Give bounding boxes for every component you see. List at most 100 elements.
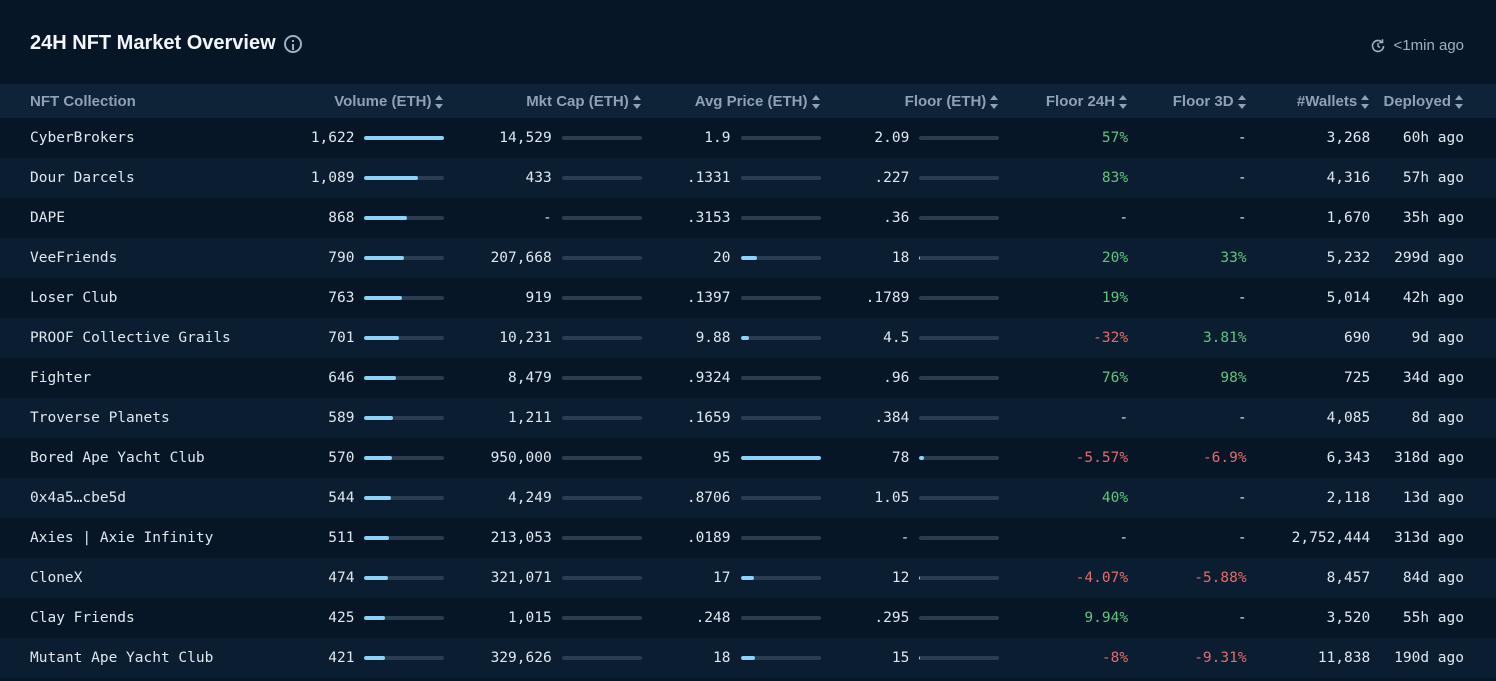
mktcap-value: 8,479	[508, 370, 552, 386]
mktcap-bar	[561, 216, 642, 220]
mktcap-value: 919	[525, 290, 552, 306]
collection-name[interactable]: Mutant Ape Yacht Club	[30, 650, 214, 666]
avg-price-cell: 20	[642, 238, 821, 278]
volume-bar	[364, 536, 445, 540]
floor-cell: 78	[821, 438, 1000, 478]
table-row[interactable]: CloneX 474 321,071 17 12	[0, 558, 1496, 598]
volume-cell: 425	[261, 598, 445, 638]
table-row[interactable]: Troverse Planets 589 1,211 .1659 .384	[0, 398, 1496, 438]
sort-icon[interactable]	[1455, 94, 1464, 109]
table-row[interactable]: Fighter 646 8,479 .9324 .96	[0, 358, 1496, 398]
col-header-volume[interactable]: Volume (ETH)	[261, 84, 445, 118]
volume-bar-fill	[364, 296, 403, 300]
avg-price-value: .3153	[686, 210, 731, 226]
table-row[interactable]: Axies | Axie Infinity 511 213,053 .0189	[0, 518, 1496, 558]
table-row[interactable]: Loser Club 763 919 .1397 .1789	[0, 278, 1496, 318]
table-row[interactable]: CyberBrokers 1,622 14,529 1.9 2.09	[0, 118, 1496, 158]
floor-3d-value: 33%	[1220, 250, 1247, 266]
floor-3d-value: -5.88%	[1194, 570, 1247, 586]
sort-icon[interactable]	[1361, 94, 1370, 109]
collection-name[interactable]: Loser Club	[30, 290, 118, 306]
avg-price-bar	[740, 256, 821, 260]
floor-24h-value: -	[1119, 410, 1129, 426]
table-row[interactable]: Bored Ape Yacht Club 570 950,000 95 7	[0, 438, 1496, 478]
nft-market-table: NFT Collection Volume (ETH) Mkt Cap (ETH…	[0, 84, 1496, 678]
collection-name[interactable]: Dour Darcels	[30, 170, 135, 186]
col-header-floor[interactable]: Floor (ETH)	[821, 84, 1000, 118]
sort-icon[interactable]	[632, 94, 642, 109]
floor-3d-value: -	[1237, 490, 1247, 506]
avg-price-cell: .0189	[642, 518, 821, 558]
sort-icon[interactable]	[435, 94, 444, 109]
collection-name[interactable]: CyberBrokers	[30, 130, 135, 146]
floor-24h-value: -5.57%	[1075, 450, 1129, 466]
mktcap-bar	[561, 256, 642, 260]
floor-3d-value: -	[1237, 130, 1247, 146]
collection-name[interactable]: Clay Friends	[30, 610, 135, 626]
collection-name[interactable]: Troverse Planets	[30, 410, 170, 426]
wallets-value: 1,670	[1326, 210, 1371, 226]
refresh-icon[interactable]	[1370, 38, 1386, 54]
floor-24h-value: 20%	[1101, 250, 1129, 266]
floor-value: .1789	[865, 290, 910, 306]
floor-value: 15	[891, 650, 910, 666]
col-header-mktcap[interactable]: Mkt Cap (ETH)	[444, 84, 641, 118]
table-row[interactable]: PROOF Collective Grails 701 10,231 9.88	[0, 318, 1496, 358]
volume-value: 868	[328, 210, 355, 226]
sort-icon[interactable]	[1237, 94, 1247, 109]
floor-cell: .227	[821, 158, 1000, 198]
sort-icon[interactable]	[1119, 94, 1128, 109]
avg-price-cell: 18	[642, 638, 821, 678]
floor-24h-value: 57%	[1101, 130, 1129, 146]
volume-cell: 570	[261, 438, 445, 478]
floor-cell: .384	[821, 398, 1000, 438]
avg-price-bar-fill	[740, 456, 821, 460]
refresh-status[interactable]: <1min ago	[1370, 37, 1464, 54]
volume-value: 646	[328, 370, 355, 386]
col-header-avg-price[interactable]: Avg Price (ETH)	[642, 84, 821, 118]
table-row[interactable]: Dour Darcels 1,089 433 .1331 .227	[0, 158, 1496, 198]
floor-cell: 4.5	[821, 318, 1000, 358]
volume-bar-fill	[364, 536, 390, 540]
table-row[interactable]: Mutant Ape Yacht Club 421 329,626 18	[0, 638, 1496, 678]
mktcap-value: 321,071	[490, 570, 552, 586]
floor-24h-value: 83%	[1101, 170, 1129, 186]
col-header-floor-3d[interactable]: Floor 3D	[1128, 84, 1247, 118]
collection-name[interactable]: VeeFriends	[30, 250, 118, 266]
avg-price-value: .1659	[686, 410, 731, 426]
mktcap-cell: 10,231	[444, 318, 642, 358]
collection-name[interactable]: CloneX	[30, 570, 83, 586]
avg-price-value: .248	[695, 610, 731, 626]
header: 24H NFT Market Overview <1min ago	[0, 0, 1496, 84]
avg-price-cell: 9.88	[642, 318, 821, 358]
collection-name[interactable]: Axies | Axie Infinity	[30, 530, 214, 546]
deployed-value: 313d ago	[1394, 530, 1464, 546]
table-row[interactable]: VeeFriends 790 207,668 20 18	[0, 238, 1496, 278]
table-row[interactable]: DAPE 868 - .3153 .36	[0, 198, 1496, 238]
col-header-floor-24h[interactable]: Floor 24H	[999, 84, 1128, 118]
table-row[interactable]: Clay Friends 425 1,015 .248 .295	[0, 598, 1496, 638]
collection-name[interactable]: Bored Ape Yacht Club	[30, 450, 205, 466]
avg-price-cell: .8706	[642, 478, 821, 518]
collection-name[interactable]: 0x4a5…cbe5d	[30, 490, 127, 506]
floor-cell: -	[821, 518, 1000, 558]
avg-price-bar	[740, 416, 821, 420]
collection-name[interactable]: PROOF Collective Grails	[30, 330, 231, 346]
col-header-wallets[interactable]: #Wallets	[1247, 84, 1371, 118]
info-icon[interactable]	[283, 34, 302, 53]
collection-name[interactable]: Fighter	[30, 370, 92, 386]
avg-price-bar-fill	[740, 576, 755, 580]
collection-name[interactable]: DAPE	[30, 210, 65, 226]
avg-price-bar-fill	[740, 656, 755, 660]
floor-bar	[919, 496, 1000, 500]
floor-cell: .1789	[821, 278, 1000, 318]
volume-bar-fill	[364, 376, 397, 380]
mktcap-bar	[561, 136, 642, 140]
table-row[interactable]: 0x4a5…cbe5d 544 4,249 .8706 1.05	[0, 478, 1496, 518]
wallets-value: 3,520	[1326, 610, 1371, 626]
sort-icon[interactable]	[990, 94, 999, 109]
col-header-deployed[interactable]: Deployed	[1370, 84, 1496, 118]
floor-value: 2.09	[874, 130, 910, 146]
mktcap-cell: 919	[444, 278, 642, 318]
sort-icon[interactable]	[811, 94, 821, 109]
